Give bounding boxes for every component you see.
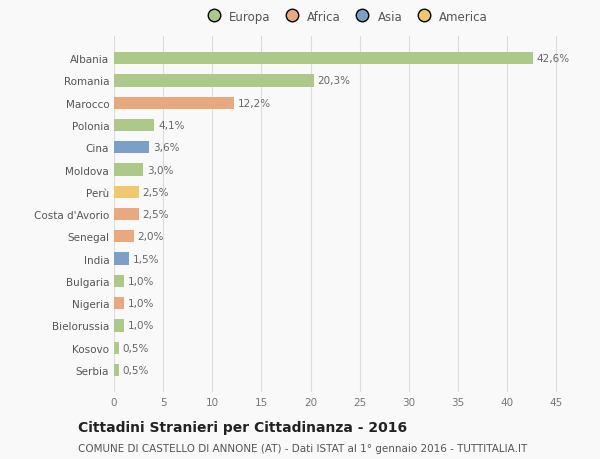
Text: 1,0%: 1,0% [128, 298, 154, 308]
Bar [114, 364, 119, 376]
Bar [114, 142, 149, 154]
Legend: Europa, Africa, Asia, America: Europa, Africa, Asia, America [202, 11, 488, 23]
Text: 3,6%: 3,6% [154, 143, 180, 153]
Text: 0,5%: 0,5% [123, 343, 149, 353]
Bar [114, 119, 154, 132]
Text: 12,2%: 12,2% [238, 99, 271, 108]
Text: 1,0%: 1,0% [128, 321, 154, 330]
Text: 42,6%: 42,6% [536, 54, 570, 64]
Bar [114, 231, 134, 243]
Bar [114, 164, 143, 176]
Text: Cittadini Stranieri per Cittadinanza - 2016: Cittadini Stranieri per Cittadinanza - 2… [78, 420, 407, 434]
Text: 2,5%: 2,5% [143, 187, 169, 197]
Bar [114, 319, 124, 332]
Bar [114, 186, 139, 198]
Bar [114, 97, 234, 110]
Bar [114, 75, 314, 87]
Text: 20,3%: 20,3% [317, 76, 350, 86]
Bar [114, 53, 533, 65]
Bar [114, 275, 124, 287]
Text: 2,0%: 2,0% [137, 232, 164, 242]
Text: 3,0%: 3,0% [148, 165, 174, 175]
Bar [114, 342, 119, 354]
Text: 1,5%: 1,5% [133, 254, 159, 264]
Bar [114, 208, 139, 221]
Text: 0,5%: 0,5% [123, 365, 149, 375]
Bar [114, 297, 124, 310]
Text: 1,0%: 1,0% [128, 276, 154, 286]
Text: 4,1%: 4,1% [158, 121, 185, 131]
Text: 2,5%: 2,5% [143, 210, 169, 219]
Text: COMUNE DI CASTELLO DI ANNONE (AT) - Dati ISTAT al 1° gennaio 2016 - TUTTITALIA.I: COMUNE DI CASTELLO DI ANNONE (AT) - Dati… [78, 443, 527, 453]
Bar [114, 253, 129, 265]
